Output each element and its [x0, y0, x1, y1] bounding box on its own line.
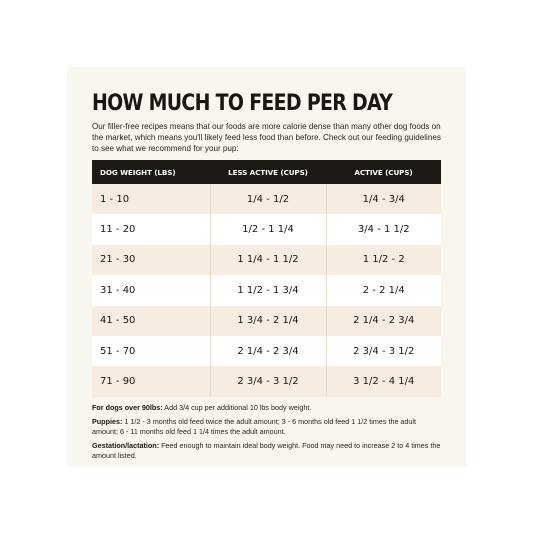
note-label: Gestation/lactation: — [92, 440, 160, 450]
table-row: 41 - 50 1 3/4 - 2 1/4 2 1/4 - 2 3/4 — [92, 305, 441, 336]
header-dog-weight: DOG WEIGHT (LBS) — [92, 160, 210, 184]
weight-cell: 11 - 20 — [92, 214, 211, 245]
note-gestation: Gestation/lactation: Feed enough to main… — [92, 441, 441, 461]
weight-cell: 21 - 30 — [92, 244, 211, 276]
active-cell: 1 1/2 - 2 — [326, 244, 441, 276]
weight-cell: 41 - 50 — [92, 305, 211, 336]
note-text: Add 3/4 cup per additional 10 lbs body w… — [162, 402, 312, 412]
active-cell: 3 1/2 - 4 1/4 — [326, 366, 441, 397]
header-active: ACTIVE (CUPS) — [326, 160, 441, 184]
less-active-cell: 2 3/4 - 3 1/2 — [210, 366, 327, 397]
active-cell: 2 - 2 1/4 — [326, 275, 441, 306]
note-label: For dogs over 90lbs: — [92, 402, 163, 412]
note-text: 1 1/2 - 3 months old feed twice the adul… — [92, 416, 417, 436]
weight-cell: 51 - 70 — [92, 335, 211, 367]
note-text: Feed enough to maintain ideal body weigh… — [92, 440, 441, 460]
note-puppies: Puppies: 1 1/2 - 3 months old feed twice… — [92, 417, 441, 437]
less-active-cell: 1 1/2 - 1 3/4 — [210, 275, 327, 306]
table-row: 71 - 90 2 3/4 - 3 1/2 3 1/2 - 4 1/4 — [92, 366, 441, 397]
less-active-cell: 1/2 - 1 1/4 — [210, 214, 327, 245]
weight-cell: 71 - 90 — [92, 366, 211, 397]
active-cell: 3/4 - 1 1/2 — [326, 214, 441, 245]
note-label: Puppies: — [92, 416, 123, 426]
table-row: 11 - 20 1/2 - 1 1/4 3/4 - 1 1/2 — [92, 214, 441, 245]
feeding-guide-card: HOW MUCH TO FEED PER DAY Our filler-free… — [67, 67, 466, 466]
table-row: 1 - 10 1/4 - 1/2 1/4 - 3/4 — [92, 184, 441, 215]
note-over-90lbs: For dogs over 90lbs: Add 3/4 cup per add… — [92, 403, 441, 413]
table-row: 31 - 40 1 1/2 - 1 3/4 2 - 2 1/4 — [92, 275, 441, 306]
header-less-active: LESS ACTIVE (CUPS) — [210, 160, 326, 184]
active-cell: 2 1/4 - 2 3/4 — [326, 305, 441, 336]
page-title: HOW MUCH TO FEED PER DAY — [92, 91, 393, 116]
feeding-table-header: DOG WEIGHT (LBS) LESS ACTIVE (CUPS) ACTI… — [92, 160, 441, 184]
weight-cell: 1 - 10 — [92, 184, 211, 215]
weight-cell: 31 - 40 — [92, 275, 211, 306]
intro-paragraph: Our filler-free recipes means that our f… — [92, 122, 441, 153]
table-row: 21 - 30 1 1/4 - 1 1/2 1 1/2 - 2 — [92, 244, 441, 276]
feeding-table: DOG WEIGHT (LBS) LESS ACTIVE (CUPS) ACTI… — [92, 160, 441, 397]
less-active-cell: 1 1/4 - 1 1/2 — [210, 244, 327, 276]
less-active-cell: 1/4 - 1/2 — [210, 184, 327, 215]
feeding-notes: For dogs over 90lbs: Add 3/4 cup per add… — [92, 403, 441, 461]
less-active-cell: 1 3/4 - 2 1/4 — [210, 305, 327, 336]
active-cell: 1/4 - 3/4 — [326, 184, 441, 215]
less-active-cell: 2 1/4 - 2 3/4 — [210, 335, 327, 367]
table-row: 51 - 70 2 1/4 - 2 3/4 2 3/4 - 3 1/2 — [92, 335, 441, 367]
active-cell: 2 3/4 - 3 1/2 — [326, 335, 441, 367]
